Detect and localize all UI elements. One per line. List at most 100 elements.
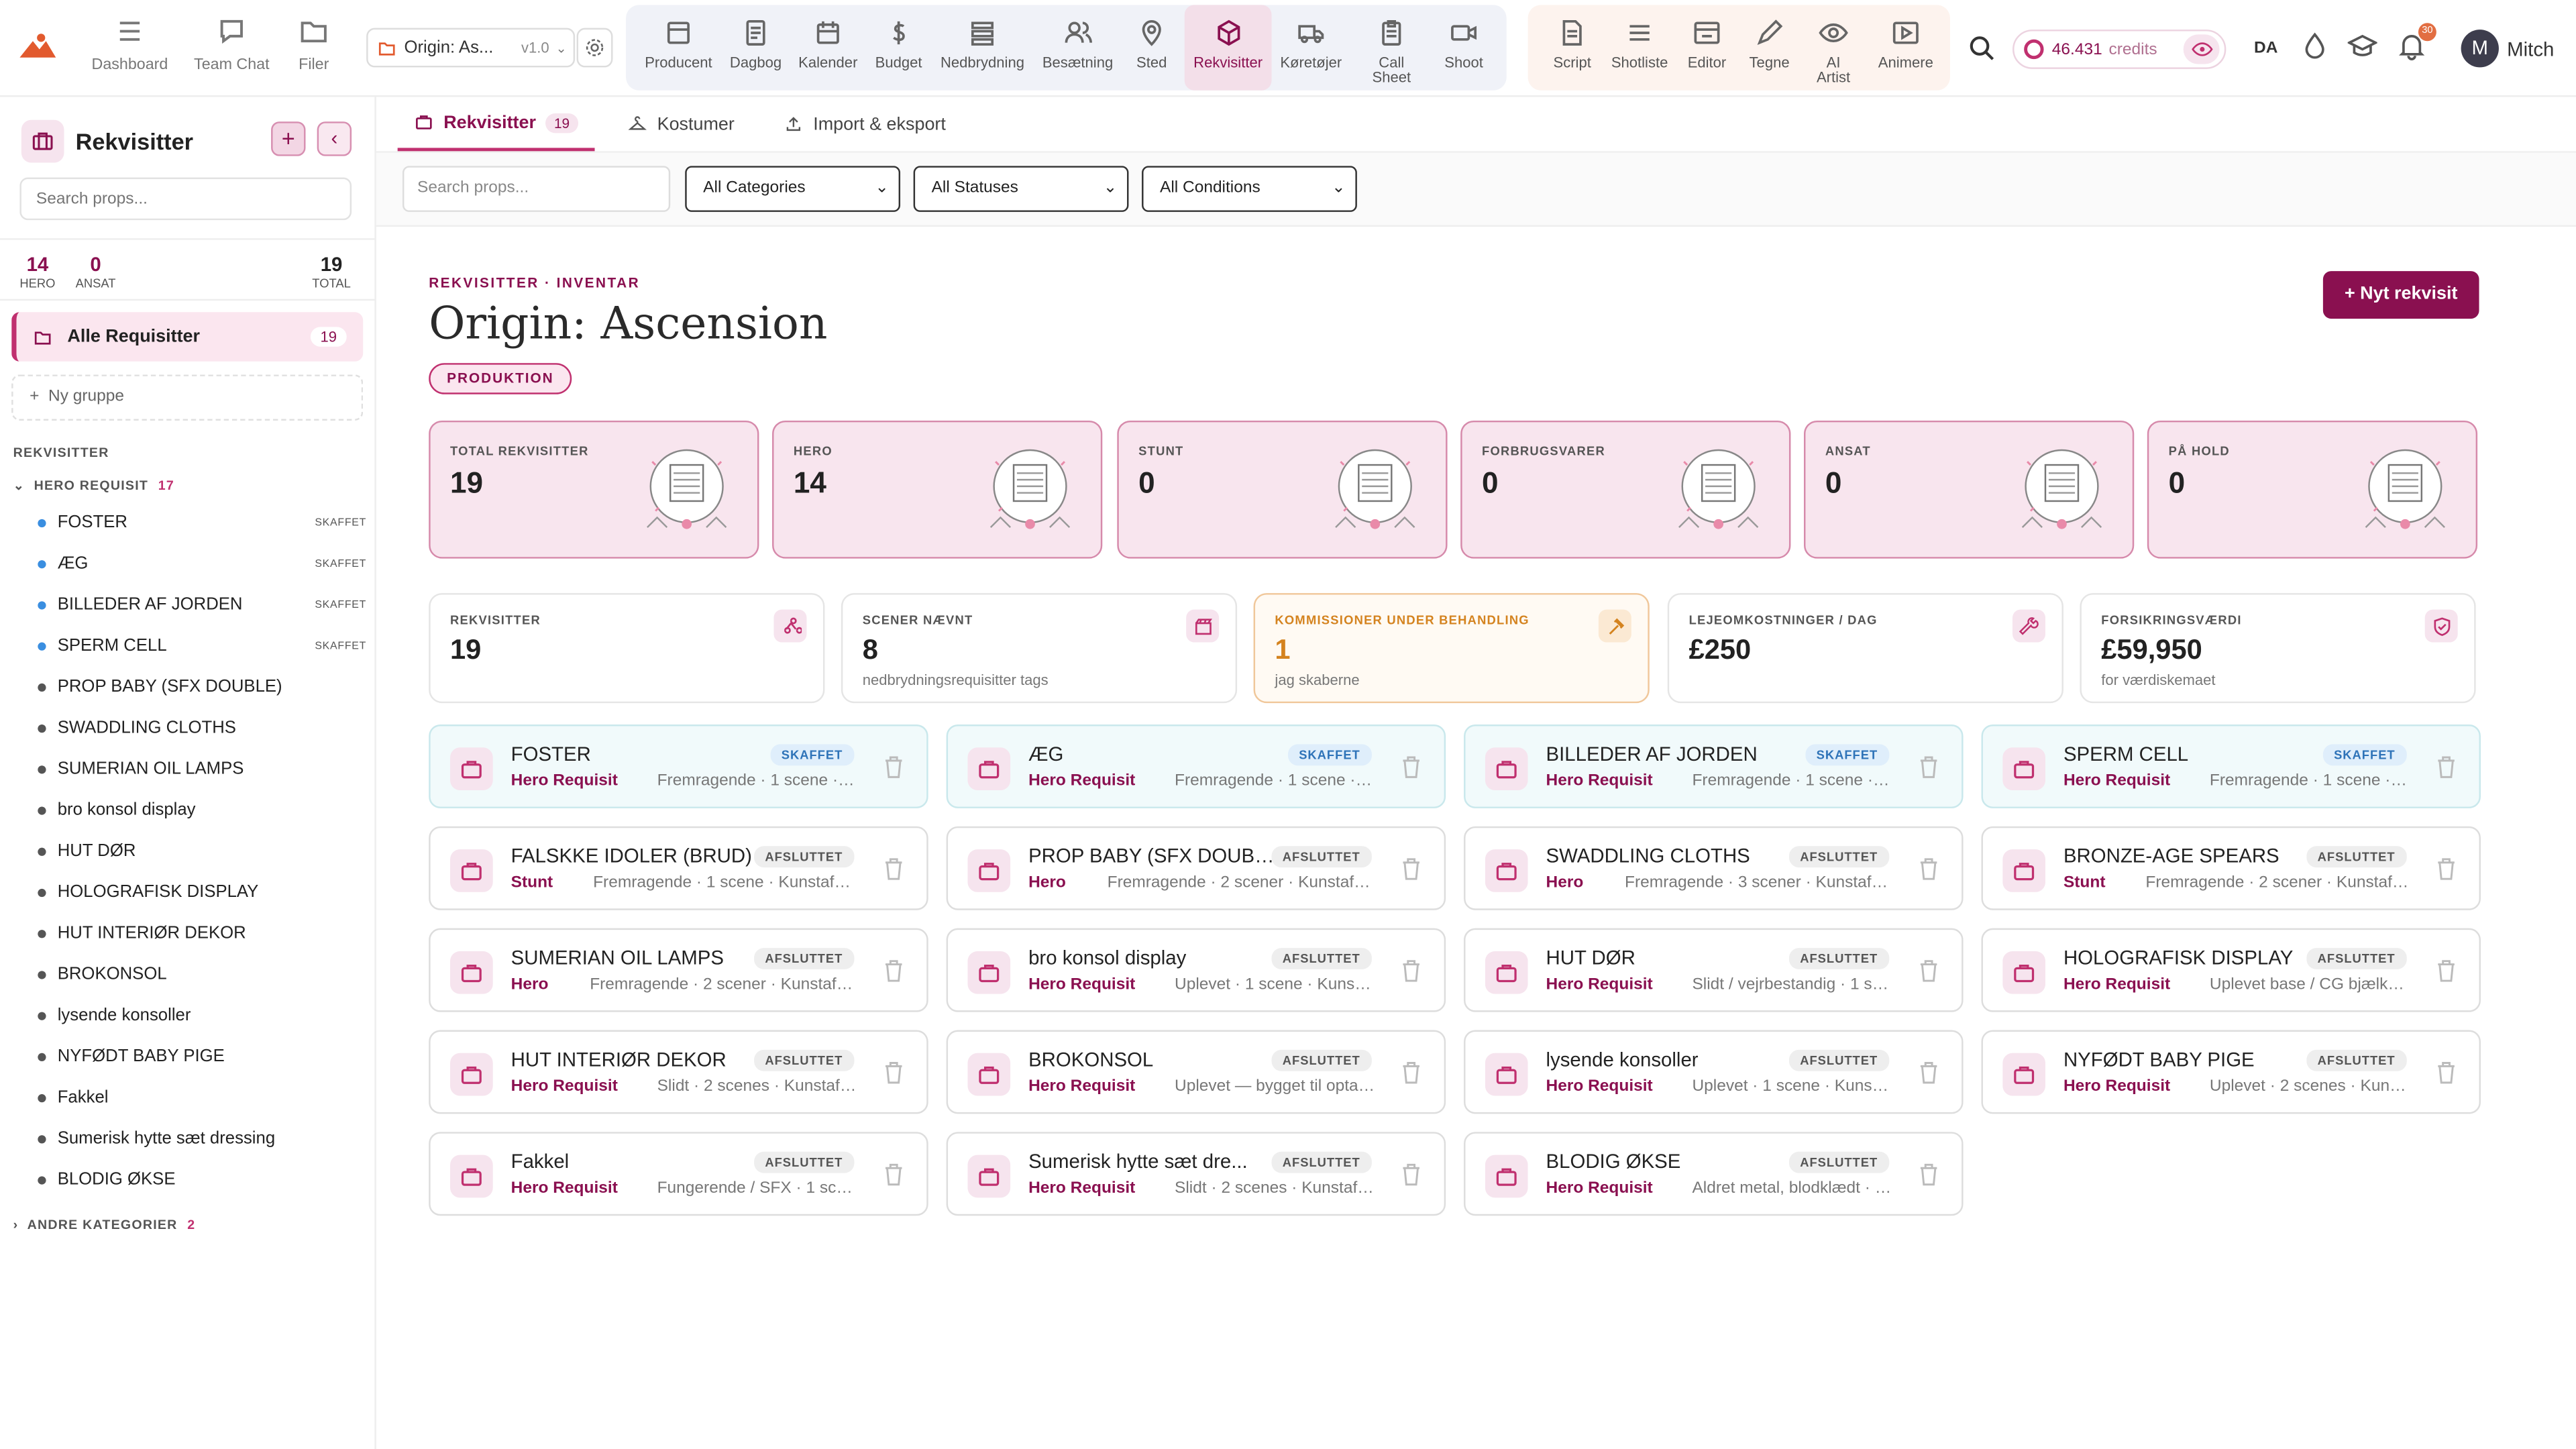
sidebar-prop-item[interactable]: lysende konsoller bbox=[38, 1000, 366, 1030]
tab-import-eksport[interactable]: Import & eksport bbox=[784, 97, 946, 151]
project-selector[interactable]: Origin: As... v1.0 ⌄ bbox=[366, 28, 576, 68]
credits-display[interactable]: 46.431 credits bbox=[2012, 30, 2226, 69]
trash-icon[interactable] bbox=[2436, 1061, 2456, 1084]
sidebar-prop-item[interactable]: Fakkel bbox=[38, 1083, 366, 1112]
sidebar-prop-item[interactable]: BROKONSOL bbox=[38, 959, 366, 989]
sidebar-prop-item[interactable]: Sumerisk hytte sæt dressing bbox=[38, 1124, 366, 1153]
status-select[interactable]: All Statuses ⌄ bbox=[913, 166, 1129, 212]
sidebar-prop-item[interactable]: HUT INTERIØR DEKOR bbox=[38, 918, 366, 948]
prop-card[interactable]: FALSKKE IDOLER (BRUD) AFSLUTTET Stunt Fremr… bbox=[429, 826, 928, 910]
add-prop-button[interactable]: + bbox=[271, 121, 306, 156]
sidebar-prop-item[interactable]: HUT DØR bbox=[38, 837, 366, 866]
app-logo-icon[interactable] bbox=[16, 28, 59, 64]
prop-card[interactable]: Sumerisk hytte sæt dre... AFSLUTTET Hero R… bbox=[946, 1132, 1446, 1216]
tool-kalender[interactable]: Kalender bbox=[792, 5, 864, 90]
sidebar-prop-item[interactable]: BLODIG ØKSE bbox=[38, 1165, 366, 1194]
trash-icon[interactable] bbox=[1401, 959, 1421, 982]
sidebar-prop-item[interactable]: SUMERIAN OIL LAMPS bbox=[38, 754, 366, 784]
prop-card[interactable]: SWADDLING CLOTHS AFSLUTTET Hero Fremragende… bbox=[1464, 826, 1964, 910]
prop-card[interactable]: ÆG SKAFFET Hero Requisit Fremragende · 1 sc… bbox=[946, 724, 1446, 808]
category-select[interactable]: All Categories ⌄ bbox=[685, 166, 901, 212]
sidebar-search-input[interactable] bbox=[19, 177, 352, 221]
new-prop-button[interactable]: + Nyt rekvisit bbox=[2322, 271, 2479, 319]
user-name[interactable]: Mitch bbox=[2507, 38, 2555, 61]
drop-icon[interactable] bbox=[2300, 32, 2330, 61]
search-icon[interactable] bbox=[1965, 30, 1998, 66]
condition-select[interactable]: All Conditions ⌄ bbox=[1142, 166, 1357, 212]
sidebar-prop-item[interactable]: SPERM CELL SKAFFET bbox=[38, 631, 366, 660]
prop-card[interactable]: HUT INTERIØR DEKOR AFSLUTTET Hero Requisit… bbox=[429, 1030, 928, 1114]
tool-sted[interactable]: Sted bbox=[1122, 5, 1181, 90]
sidebar-prop-item[interactable]: BILLEDER AF JORDEN SKAFFET bbox=[38, 590, 366, 619]
prop-card[interactable]: FOSTER SKAFFET Hero Requisit Fremragende · … bbox=[429, 724, 928, 808]
tool-tegne[interactable]: Tegne bbox=[1739, 5, 1799, 90]
prop-card[interactable]: NYFØDT BABY PIGE AFSLUTTET Hero Requisit Up… bbox=[1981, 1030, 2481, 1114]
prop-card[interactable]: lysende konsoller AFSLUTTET Hero Requisit U… bbox=[1464, 1030, 1964, 1114]
project-settings-button[interactable] bbox=[576, 28, 613, 68]
trash-icon[interactable] bbox=[1919, 756, 1938, 779]
trash-icon[interactable] bbox=[884, 1061, 904, 1084]
trash-icon[interactable] bbox=[2436, 756, 2456, 779]
trash-icon[interactable] bbox=[1919, 1163, 1938, 1186]
graduation-cap-icon[interactable] bbox=[2347, 32, 2377, 61]
tool-shotliste[interactable]: Shotliste bbox=[1607, 5, 1672, 90]
sidebar-prop-item[interactable]: ÆG SKAFFET bbox=[38, 549, 366, 578]
sidebar-item-all-props[interactable]: Alle Requisitter 19 bbox=[11, 312, 364, 362]
trash-icon[interactable] bbox=[884, 1163, 904, 1186]
tool-shoot[interactable]: Shoot bbox=[1431, 5, 1497, 90]
tool-besaetning[interactable]: Besætning bbox=[1035, 5, 1120, 90]
trash-icon[interactable] bbox=[884, 857, 904, 880]
sidebar-prop-item[interactable]: bro konsol display bbox=[38, 795, 366, 824]
prop-card[interactable]: PROP BABY (SFX DOUBLE) AFSLUTTET Hero Fremr… bbox=[946, 826, 1446, 910]
tool-ai-artist[interactable]: AI Artist bbox=[1804, 5, 1863, 90]
bell-icon[interactable] bbox=[2397, 32, 2426, 61]
trash-icon[interactable] bbox=[2436, 857, 2456, 880]
prop-card[interactable]: Fakkel AFSLUTTET Hero Requisit Fungerende /… bbox=[429, 1132, 928, 1216]
trash-icon[interactable] bbox=[884, 959, 904, 982]
nav-team-chat[interactable]: Team Chat bbox=[193, 16, 272, 82]
tool-nedbrydning[interactable]: Nedbrydning bbox=[933, 5, 1032, 90]
prop-card[interactable]: BRONZE-AGE SPEARS AFSLUTTET Stunt Fremragen… bbox=[1981, 826, 2481, 910]
tool-dagbog[interactable]: Dagbog bbox=[721, 5, 790, 90]
collapse-sidebar-button[interactable]: ‹ bbox=[317, 121, 352, 156]
trash-icon[interactable] bbox=[884, 756, 904, 779]
trash-icon[interactable] bbox=[1919, 1061, 1938, 1084]
trash-icon[interactable] bbox=[1919, 857, 1938, 880]
sidebar-prop-item[interactable]: PROP BABY (SFX DOUBLE) bbox=[38, 672, 366, 702]
trash-icon[interactable] bbox=[1919, 959, 1938, 982]
sidebar-prop-item[interactable]: NYFØDT BABY PIGE bbox=[38, 1042, 366, 1071]
language-switch[interactable]: DA bbox=[2254, 39, 2278, 58]
tool-call-sheet[interactable]: Call Sheet bbox=[1358, 5, 1424, 90]
prop-card[interactable]: HUT DØR AFSLUTTET Hero Requisit Slidt / vej… bbox=[1464, 928, 1964, 1012]
tool-budget[interactable]: Budget bbox=[866, 5, 932, 90]
prop-card[interactable]: BLODIG ØKSE AFSLUTTET Hero Requisit Aldret … bbox=[1464, 1132, 1964, 1216]
tab-rekvisitter[interactable]: Rekvisitter 19 bbox=[397, 97, 595, 152]
trash-icon[interactable] bbox=[1401, 1163, 1421, 1186]
trash-icon[interactable] bbox=[1401, 1061, 1421, 1084]
new-group-button[interactable]: + Ny gruppe bbox=[11, 374, 364, 421]
tool-koeretoejer[interactable]: Køretøjer bbox=[1275, 5, 1347, 90]
group-header-hero[interactable]: ⌄ HERO REQUISIT 17 bbox=[13, 478, 175, 493]
tool-rekvisitter[interactable]: Rekvisitter bbox=[1184, 5, 1272, 91]
visibility-toggle[interactable] bbox=[2183, 34, 2220, 64]
tab-kostumer[interactable]: Kostumer bbox=[628, 97, 735, 151]
prop-card[interactable]: HOLOGRAFISK DISPLAY AFSLUTTET Hero Requisi… bbox=[1981, 928, 2481, 1012]
prop-card[interactable]: BROKONSOL AFSLUTTET Hero Requisit Uplevet —… bbox=[946, 1030, 1446, 1114]
tool-animere[interactable]: Animere bbox=[1871, 5, 1940, 90]
props-search-input[interactable]: Search props... bbox=[402, 166, 671, 212]
tool-script[interactable]: Script bbox=[1541, 5, 1603, 90]
tool-editor[interactable]: Editor bbox=[1676, 5, 1738, 90]
sidebar-prop-item[interactable]: SWADDLING CLOTHS bbox=[38, 713, 366, 743]
nav-dashboard[interactable]: Dashboard bbox=[91, 16, 170, 82]
prop-card[interactable]: bro konsol display AFSLUTTET Hero Requisit… bbox=[946, 928, 1446, 1012]
tool-producent[interactable]: Producent bbox=[636, 5, 721, 90]
sidebar-prop-item[interactable]: FOSTER SKAFFET bbox=[38, 508, 366, 537]
nav-filer[interactable]: Filer bbox=[289, 16, 338, 82]
sidebar-prop-item[interactable]: HOLOGRAFISK DISPLAY bbox=[38, 877, 366, 907]
avatar[interactable]: M bbox=[2461, 30, 2499, 68]
prop-card[interactable]: BILLEDER AF JORDEN SKAFFET Hero Requisit Fr… bbox=[1464, 724, 1964, 808]
trash-icon[interactable] bbox=[1401, 857, 1421, 880]
group-header-other[interactable]: › ANDRE KATEGORIER 2 bbox=[13, 1217, 196, 1232]
prop-card[interactable]: SPERM CELL SKAFFET Hero Requisit Fremragend… bbox=[1981, 724, 2481, 808]
prop-card[interactable]: SUMERIAN OIL LAMPS AFSLUTTET Hero Fremragen… bbox=[429, 928, 928, 1012]
